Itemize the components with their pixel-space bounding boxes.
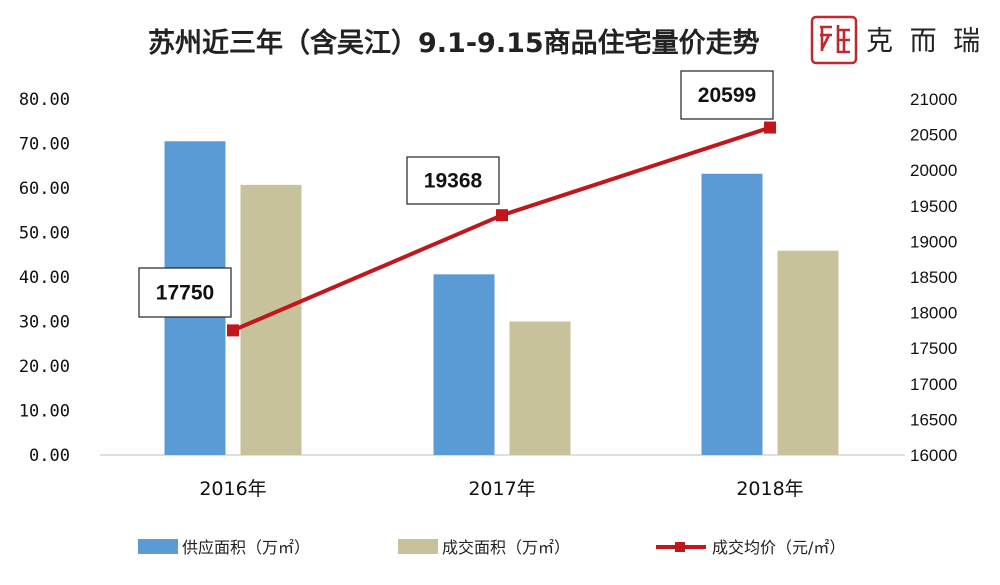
price-label-box bbox=[406, 156, 500, 205]
left-tick-label: 50.00 bbox=[19, 224, 70, 244]
legend: 供应面积（万㎡） 成交面积（万㎡） 成交均价（元/㎡） bbox=[138, 538, 845, 557]
left-axis: 0.00 10.00 20.00 30.00 40.00 50.00 60.00 70.00 8… bbox=[19, 90, 70, 466]
right-tick-label: 18000 bbox=[910, 304, 957, 323]
left-tick-label: 70.00 bbox=[19, 135, 70, 155]
right-tick-label: 16000 bbox=[910, 446, 957, 465]
price-point bbox=[227, 324, 239, 337]
left-tick-label: 30.00 bbox=[19, 313, 70, 333]
price-label-box bbox=[680, 70, 774, 120]
category-axis: 2016年 2017年 2018年 bbox=[199, 478, 803, 500]
legend-item-deal: 成交面积（万㎡） bbox=[398, 538, 570, 557]
line-data-labels: 17750 19368 20599 bbox=[138, 70, 774, 318]
left-tick-label: 10.00 bbox=[19, 402, 70, 422]
category-label: 2018年 bbox=[736, 478, 803, 500]
bar-deal bbox=[777, 250, 839, 455]
price-label-box bbox=[138, 267, 232, 318]
legend-label-deal: 成交面积（万㎡） bbox=[442, 538, 570, 557]
price-point bbox=[496, 209, 508, 222]
legend-swatch-deal bbox=[398, 539, 438, 554]
legend-item-price: 成交均价（元/㎡） bbox=[656, 538, 845, 557]
price-data-label: 19368 bbox=[424, 170, 483, 193]
right-tick-label: 20500 bbox=[910, 126, 957, 145]
right-tick-label: 18500 bbox=[910, 268, 957, 287]
left-tick-label: 80.00 bbox=[19, 90, 70, 110]
bar-supply bbox=[701, 173, 763, 455]
category-label: 2017年 bbox=[468, 478, 535, 500]
price-line bbox=[232, 125, 771, 333]
bar-deal bbox=[509, 321, 571, 455]
left-tick-label: 0.00 bbox=[29, 446, 70, 466]
bar-deal bbox=[240, 184, 302, 455]
right-tick-label: 19500 bbox=[910, 197, 957, 216]
brand-logo: 克 而 瑞 bbox=[810, 15, 984, 65]
brand-seal-glyph bbox=[820, 25, 850, 54]
price-data-label: 20599 bbox=[698, 84, 756, 107]
line-series bbox=[227, 121, 776, 337]
right-tick-label: 20000 bbox=[910, 161, 957, 180]
legend-label-supply: 供应面积（万㎡） bbox=[182, 538, 310, 557]
price-data-label: 17750 bbox=[156, 282, 214, 305]
right-axis: 16000 16500 17000 17500 18000 18500 19000 19500… bbox=[910, 90, 957, 465]
left-tick-label: 20.00 bbox=[19, 357, 70, 377]
legend-label-price: 成交均价（元/㎡） bbox=[712, 538, 845, 557]
legend-swatch-supply bbox=[138, 539, 178, 554]
price-point bbox=[764, 121, 776, 134]
category-label: 2016年 bbox=[199, 478, 266, 500]
right-tick-label: 21000 bbox=[910, 90, 957, 109]
bar-series bbox=[164, 141, 839, 455]
right-tick-label: 17500 bbox=[910, 339, 957, 358]
legend-marker-price bbox=[675, 542, 685, 552]
right-tick-label: 17000 bbox=[910, 375, 957, 394]
left-tick-label: 60.00 bbox=[19, 179, 70, 199]
legend-item-supply: 供应面积（万㎡） bbox=[138, 538, 310, 557]
brand-name: 克 而 瑞 bbox=[866, 26, 984, 57]
bar-supply bbox=[433, 274, 495, 455]
right-tick-label: 19000 bbox=[910, 232, 957, 251]
left-tick-label: 40.00 bbox=[19, 268, 70, 288]
right-tick-label: 16500 bbox=[910, 410, 957, 429]
chart-title: 苏州近三年（含吴江）9.1-9.15商品住宅量价走势 bbox=[148, 27, 760, 59]
